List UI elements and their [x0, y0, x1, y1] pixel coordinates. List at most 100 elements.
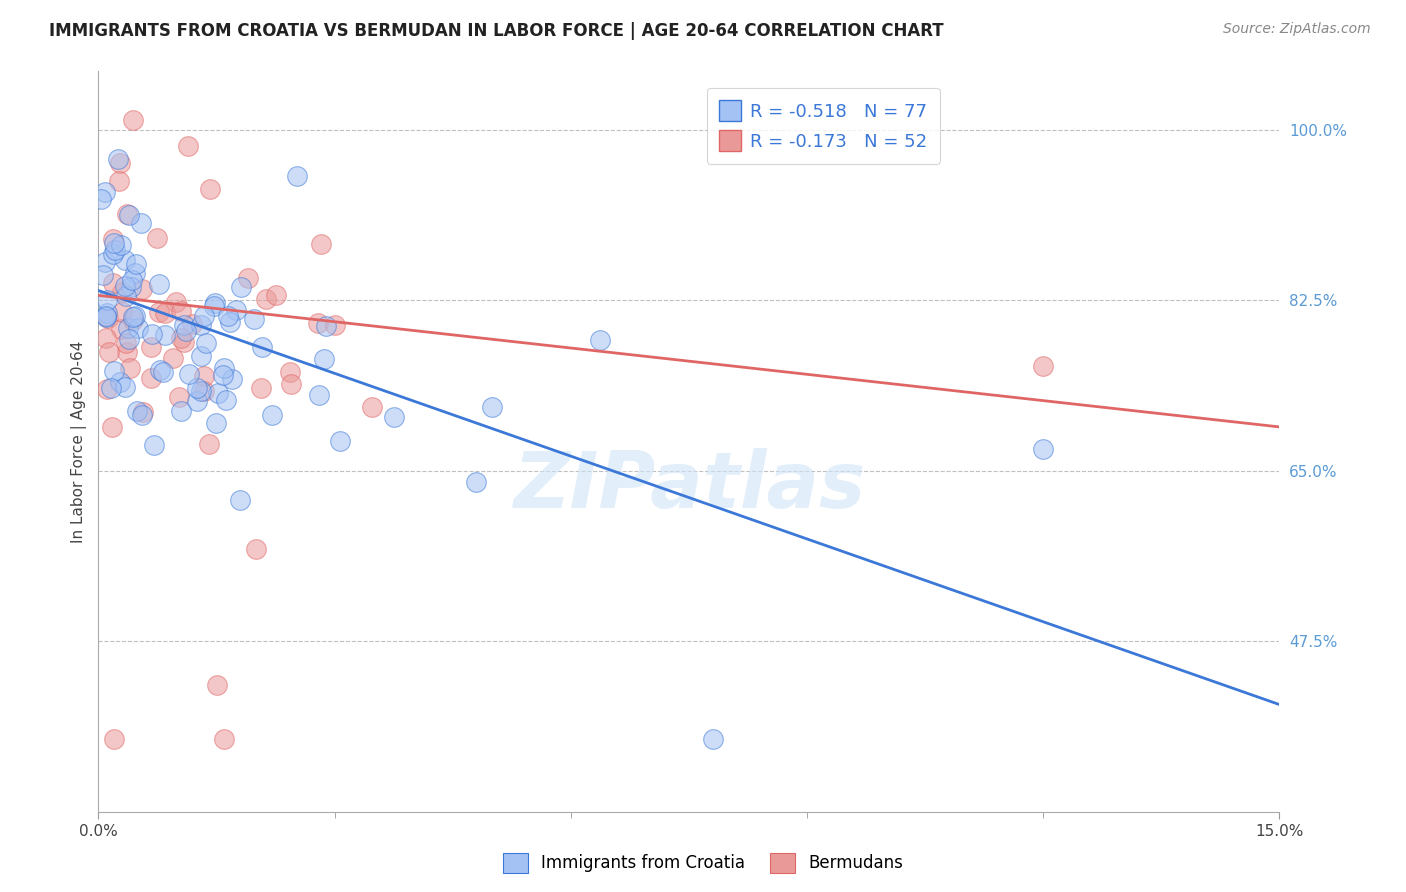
Point [97, 310, 120, 325]
Point [254, 292, 277, 306]
Point [589, 333, 612, 347]
Point [118, 332, 141, 346]
Point [177, 367, 200, 381]
Point [229, 280, 252, 294]
Point [107, 152, 129, 166]
Point [115, 335, 138, 350]
Point [103, 236, 125, 251]
Point [94, 255, 117, 269]
Point [115, 345, 138, 359]
Point [127, 404, 149, 418]
Y-axis label: In Labor Force | Age 20-64: In Labor Force | Age 20-64 [72, 341, 87, 542]
Point [204, 296, 226, 310]
Point [108, 156, 131, 170]
Point [243, 311, 266, 326]
Point [103, 232, 125, 246]
Point [94, 310, 117, 325]
Point [186, 393, 208, 408]
Point [117, 320, 139, 334]
Point [217, 310, 239, 324]
Point [120, 280, 142, 294]
Point [1032, 442, 1054, 457]
Point [155, 328, 177, 343]
Point [323, 318, 346, 332]
Point [101, 246, 124, 260]
Point [94, 331, 117, 345]
Point [125, 256, 148, 270]
Point [315, 319, 337, 334]
Point [148, 277, 170, 292]
Point [114, 380, 136, 394]
Point [186, 381, 208, 395]
Point [215, 393, 238, 408]
Point [211, 368, 233, 382]
Point [107, 174, 129, 188]
Point [98, 345, 121, 359]
Point [307, 316, 329, 330]
Point [100, 419, 122, 434]
Text: IMMIGRANTS FROM CROATIA VS BERMUDAN IN LABOR FORCE | AGE 20-64 CORRELATION CHART: IMMIGRANTS FROM CROATIA VS BERMUDAN IN L… [49, 22, 943, 40]
Point [152, 365, 174, 379]
Point [122, 113, 145, 128]
Point [131, 408, 153, 422]
Point [127, 321, 149, 335]
Point [481, 401, 503, 415]
Point [121, 273, 143, 287]
Point [111, 305, 134, 319]
Point [194, 336, 217, 351]
Legend: R = -0.518   N = 77, R = -0.173   N = 52: R = -0.518 N = 77, R = -0.173 N = 52 [707, 87, 939, 164]
Point [198, 182, 221, 196]
Point [1032, 359, 1054, 373]
Point [361, 401, 384, 415]
Point [143, 438, 166, 452]
Point [90, 192, 112, 206]
Point [193, 368, 215, 383]
Point [103, 731, 125, 746]
Point [114, 253, 136, 268]
Point [218, 315, 240, 329]
Point [100, 381, 122, 395]
Point [180, 317, 202, 331]
Point [280, 377, 302, 392]
Point [250, 381, 273, 395]
Point [245, 541, 267, 556]
Point [139, 340, 162, 354]
Legend: Immigrants from Croatia, Bermudans: Immigrants from Croatia, Bermudans [496, 847, 910, 880]
Point [190, 349, 212, 363]
Point [114, 279, 136, 293]
Point [207, 385, 229, 400]
Point [101, 276, 124, 290]
Point [229, 493, 252, 508]
Point [193, 384, 215, 399]
Point [278, 365, 301, 379]
Point [170, 404, 193, 418]
Point [173, 318, 195, 333]
Point [250, 340, 273, 354]
Point [96, 293, 118, 307]
Text: Source: ZipAtlas.com: Source: ZipAtlas.com [1223, 22, 1371, 37]
Point [205, 417, 228, 431]
Point [124, 266, 146, 280]
Point [193, 310, 215, 324]
Point [198, 436, 221, 450]
Point [174, 324, 197, 338]
Point [170, 303, 193, 318]
Point [129, 216, 152, 230]
Point [111, 285, 134, 300]
Point [153, 306, 176, 320]
Point [262, 408, 284, 422]
Point [190, 318, 212, 332]
Point [162, 351, 184, 365]
Point [309, 236, 332, 251]
Point [169, 331, 191, 345]
Point [165, 295, 187, 310]
Point [139, 371, 162, 385]
Point [91, 268, 114, 282]
Point [214, 731, 236, 746]
Point [124, 310, 146, 324]
Point [465, 475, 488, 489]
Point [225, 302, 247, 317]
Point [146, 231, 169, 245]
Point [148, 305, 170, 319]
Point [382, 410, 405, 425]
